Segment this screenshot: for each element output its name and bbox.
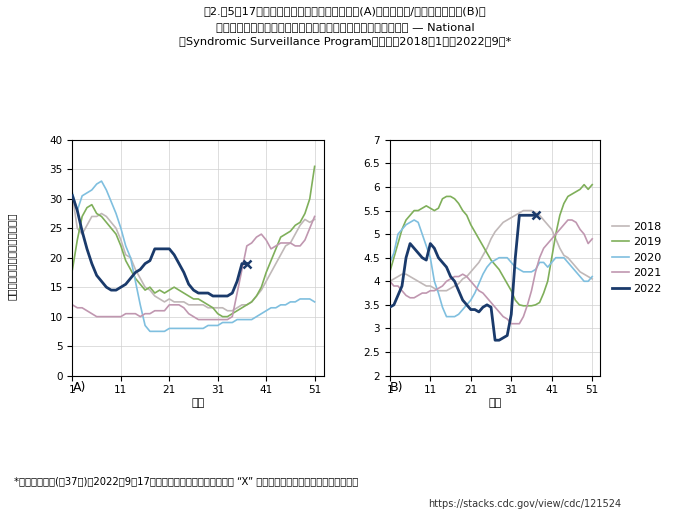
2022 xyxy=(446,274,455,280)
2022 xyxy=(483,301,491,308)
2019 xyxy=(431,207,439,213)
X-axis label: 週数: 週数 xyxy=(192,398,205,408)
2022 xyxy=(390,301,398,308)
2022 xyxy=(451,278,459,284)
2022 xyxy=(406,240,414,247)
2018 xyxy=(540,217,548,223)
2022 xyxy=(479,304,487,310)
2020 xyxy=(434,290,442,296)
2022 xyxy=(527,212,535,219)
2022 xyxy=(491,337,500,343)
2022 xyxy=(434,254,442,261)
Text: Syndromic Surveillance Program、米国、2018年1月～2022年9月*: Syndromic Surveillance Program、米国、2018年1… xyxy=(179,37,511,47)
2022 xyxy=(426,240,435,247)
Text: 救急部門受診のパーセンテージ: 救急部門受診のパーセンテージ xyxy=(7,213,17,300)
2021 xyxy=(535,254,544,261)
Text: *最後の報告週(第37週)は2022年9月17日に終了した。今週のデータは “X” で示され、暫定的なものと見なされる: *最後の報告週(第37週)は2022年9月17日に終了した。今週のデータは “X… xyxy=(14,477,358,486)
2022 xyxy=(507,311,515,318)
2022 xyxy=(511,254,520,261)
2022 xyxy=(471,307,479,313)
2018 xyxy=(455,281,463,287)
2021 xyxy=(386,278,394,284)
Text: 関連する救急部門受診率の週ごとの傾向、年齢層および年別 — National: 関連する救急部門受診率の週ごとの傾向、年齢層および年別 — National xyxy=(216,22,474,32)
2020 xyxy=(455,311,463,318)
2021 xyxy=(451,274,459,280)
2022 xyxy=(431,245,439,251)
2018 xyxy=(584,274,592,280)
Line: 2020: 2020 xyxy=(390,220,592,316)
2019 xyxy=(446,193,455,199)
2022 xyxy=(422,257,431,263)
Line: 2019: 2019 xyxy=(390,184,592,306)
2018 xyxy=(431,285,439,292)
2022 xyxy=(394,292,402,298)
2018 xyxy=(527,207,535,213)
2021 xyxy=(446,276,455,282)
2020 xyxy=(459,307,467,313)
2022 xyxy=(386,304,394,310)
Legend: 2018, 2019, 2020, 2021, 2022: 2018, 2019, 2020, 2021, 2022 xyxy=(612,222,662,294)
2019 xyxy=(520,303,528,309)
X-axis label: 週数: 週数 xyxy=(489,398,502,408)
2022 xyxy=(520,212,528,219)
2021 xyxy=(431,287,439,294)
2022 xyxy=(523,212,531,219)
2022 xyxy=(414,250,422,256)
2021 xyxy=(588,236,596,242)
2020 xyxy=(540,260,548,266)
2022 xyxy=(455,287,463,294)
Text: 図2.　5～17歳の小児における急性呼吸器疾患(A)および唸息/反応性気道疾患(B)に: 図2. 5～17歳の小児における急性呼吸器疾患(A)および唸息/反応性気道疾患(… xyxy=(204,6,486,16)
2019 xyxy=(588,181,596,188)
2022 xyxy=(531,212,540,219)
2019 xyxy=(386,269,394,275)
2020 xyxy=(527,269,535,275)
Line: 2022: 2022 xyxy=(390,215,535,340)
2020 xyxy=(588,274,596,280)
2019 xyxy=(451,196,459,202)
Line: 2018: 2018 xyxy=(390,210,592,291)
Line: 2021: 2021 xyxy=(390,220,592,324)
2022 xyxy=(442,264,451,270)
2022 xyxy=(495,337,503,343)
Text: B): B) xyxy=(390,381,404,394)
2021 xyxy=(564,217,572,223)
2022 xyxy=(487,304,495,310)
Text: A): A) xyxy=(72,381,86,394)
2022 xyxy=(438,260,446,266)
2022 xyxy=(462,301,471,308)
2021 xyxy=(584,240,592,247)
2020 xyxy=(386,260,394,266)
2019 xyxy=(535,299,544,306)
2022 xyxy=(398,283,406,289)
2018 xyxy=(588,276,596,282)
2022 xyxy=(410,245,418,251)
2022 xyxy=(418,254,426,261)
2020 xyxy=(584,278,592,284)
2022 xyxy=(475,309,483,315)
2019 xyxy=(580,181,589,188)
2020 xyxy=(410,217,418,223)
2020 xyxy=(442,313,451,320)
2021 xyxy=(523,301,531,308)
2018 xyxy=(386,278,394,284)
2022 xyxy=(459,297,467,303)
2021 xyxy=(507,321,515,327)
Text: https://stacks.cdc.gov/view/cdc/121524: https://stacks.cdc.gov/view/cdc/121524 xyxy=(428,499,621,509)
2018 xyxy=(434,287,442,294)
2022 xyxy=(466,307,475,313)
2019 xyxy=(584,186,592,193)
2022 xyxy=(515,212,524,219)
2018 xyxy=(451,283,459,289)
2022 xyxy=(402,254,410,261)
2018 xyxy=(520,207,528,213)
2022 xyxy=(503,333,511,339)
2019 xyxy=(523,303,531,309)
2022 xyxy=(499,335,507,341)
